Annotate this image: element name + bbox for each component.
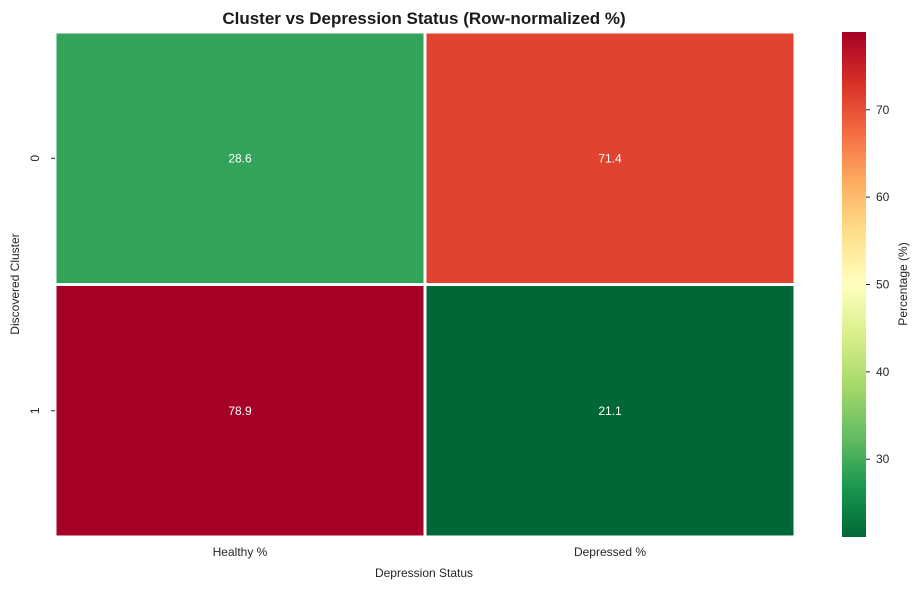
colorbar-ticks: 30 40 50 60 70 (866, 103, 890, 466)
x-axis-label: Depression Status (375, 566, 473, 580)
colorbar-tick-label: 50 (876, 278, 890, 292)
heatmap-cell (53, 30, 427, 286)
y-axis-label: Discovered Cluster (8, 233, 22, 334)
cell-value-label: 78.9 (228, 404, 252, 418)
colorbar-tick-label: 40 (876, 365, 890, 379)
y-tick-label: 0 (28, 155, 42, 162)
y-tick-label: 1 (28, 407, 42, 414)
chart-title: Cluster vs Depression Status (Row-normal… (222, 9, 625, 28)
x-tick-label: Depressed % (574, 545, 646, 559)
x-tick-label: Healthy % (213, 545, 268, 559)
colorbar-tick-label: 60 (876, 190, 890, 204)
x-tick-labels: Healthy % Depressed % (213, 545, 647, 559)
colorbar (842, 32, 866, 537)
colorbar-tick-label: 30 (876, 452, 890, 466)
y-tick-labels: 01 (28, 155, 55, 414)
colorbar-label: Percentage (%) (896, 242, 910, 325)
heatmap-cell (423, 30, 797, 286)
heatmap-cell (53, 283, 427, 539)
heatmap-cell (423, 283, 797, 539)
cell-value-label: 71.4 (598, 151, 622, 165)
cell-value-label: 21.1 (598, 404, 622, 418)
cell-value-label: 28.6 (228, 151, 252, 165)
heatmap-cells: 28.6 71.4 78.9 21.1 (53, 30, 797, 539)
colorbar-tick-label: 70 (876, 103, 890, 117)
